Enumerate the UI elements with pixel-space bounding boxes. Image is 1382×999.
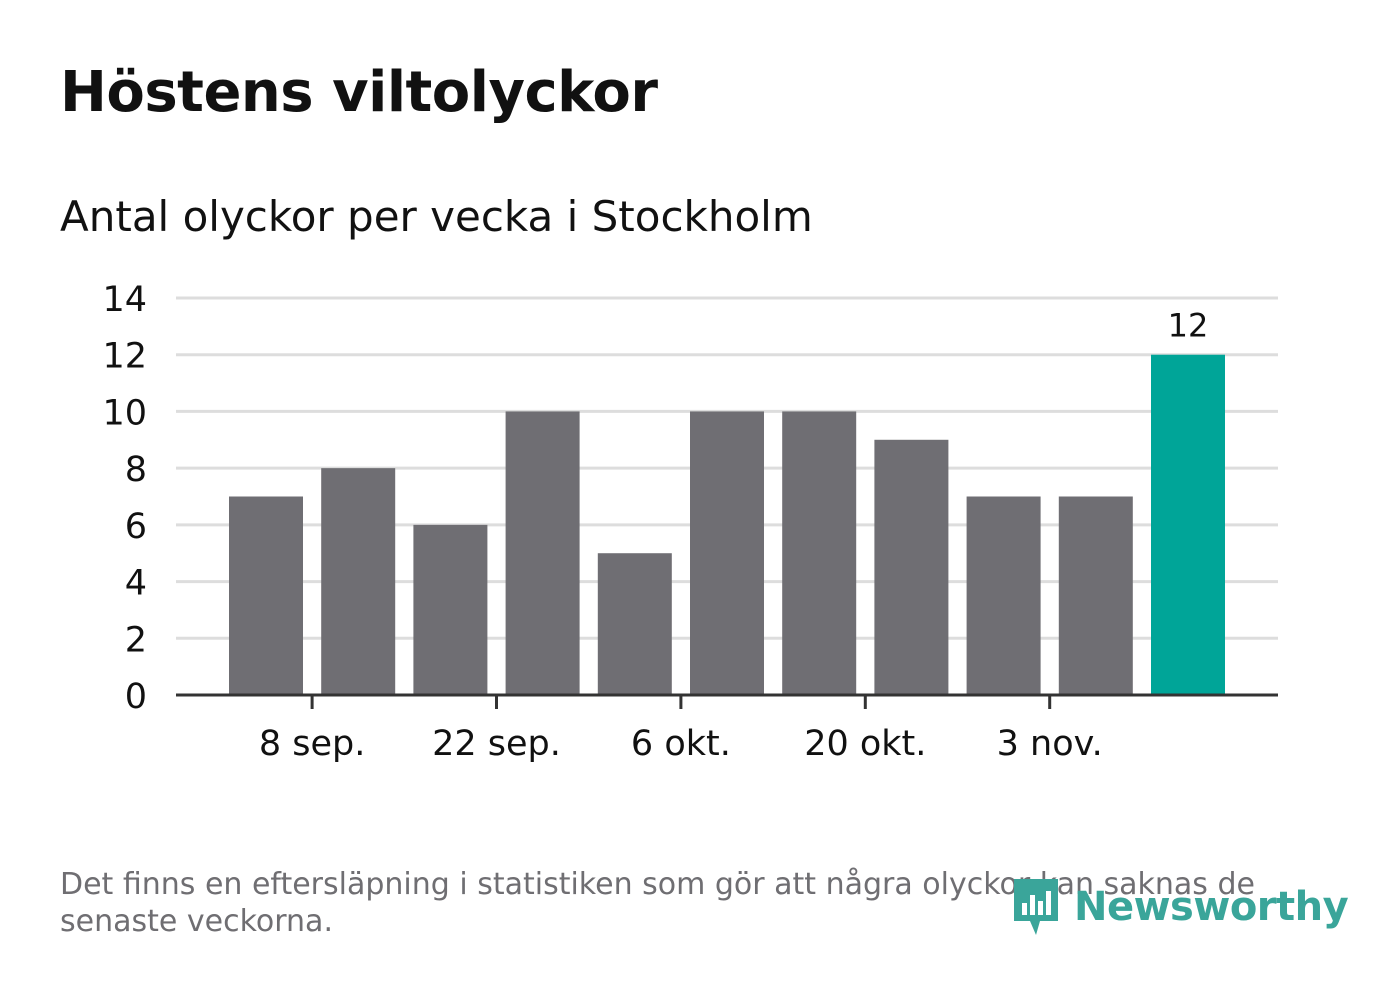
bar — [229, 496, 303, 695]
y-tick-label: 2 — [125, 620, 147, 660]
bar — [966, 496, 1041, 695]
data-labels: 12 — [1168, 307, 1209, 345]
x-tick-label: 8 sep. — [259, 724, 366, 764]
newsworthy-logo-icon — [1014, 879, 1058, 935]
y-tick-label: 8 — [125, 450, 147, 490]
bar-chart: 0 2 4 6 8 10 12 14 12 8 sep. 22 sep. 6 okt. 20 okt… — [102, 280, 1278, 764]
chart-title: Höstens viltolyckor — [60, 60, 658, 125]
y-tick-label: 0 — [125, 677, 147, 717]
bar-value-label: 12 — [1168, 307, 1209, 345]
x-tick-label: 20 okt. — [804, 724, 926, 764]
brand-name: Newsworthy — [1074, 884, 1349, 930]
bar — [1058, 496, 1133, 695]
y-axis-ticks: 0 2 4 6 8 10 12 14 — [102, 280, 147, 717]
brand-logo[interactable]: Newsworthy — [1010, 872, 1349, 942]
x-axis-ticks: 8 sep. 22 sep. 6 okt. 20 okt. 3 nov. — [259, 695, 1103, 764]
y-tick-label: 10 — [102, 393, 147, 433]
bar — [413, 524, 488, 695]
y-tick-label: 4 — [125, 564, 147, 604]
bar — [597, 553, 672, 695]
bar — [690, 411, 764, 695]
bar — [505, 411, 580, 695]
bar-highlight — [1151, 354, 1225, 695]
y-tick-label: 12 — [102, 337, 147, 377]
x-tick-label: 3 nov. — [997, 724, 1103, 764]
bar — [321, 468, 396, 695]
y-tick-label: 6 — [125, 507, 147, 547]
chart-subtitle: Antal olyckor per vecka i Stockholm — [60, 192, 813, 241]
x-tick-label: 22 sep. — [432, 724, 561, 764]
x-tick-label: 6 okt. — [631, 724, 731, 764]
y-tick-label: 14 — [102, 280, 147, 320]
bar — [874, 439, 949, 695]
bars — [229, 354, 1225, 695]
bar — [782, 411, 857, 695]
